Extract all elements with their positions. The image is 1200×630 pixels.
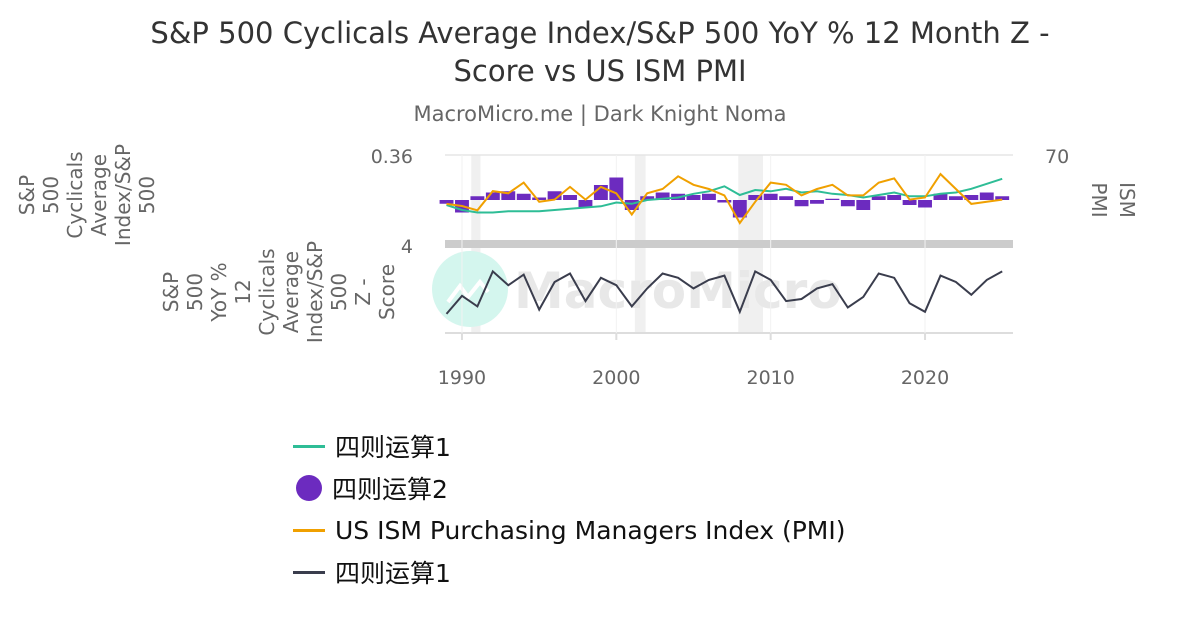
bar-series2 — [655, 192, 670, 200]
x-tick-label: 2010 — [746, 367, 794, 389]
bar-series2 — [794, 200, 809, 207]
bar-series2 — [918, 200, 932, 208]
legend: 四则运算1 四则运算2 US ISM Purchasing Managers I… — [293, 425, 845, 593]
bottom-left-axis-title-line: Score — [375, 264, 399, 320]
watermark-logo-line — [446, 278, 490, 304]
right-axis-title-line: ISM — [1115, 182, 1139, 218]
bar-series2 — [485, 192, 500, 200]
legend-line-icon — [293, 570, 325, 574]
bar-series2 — [686, 195, 701, 200]
bottom-left-axis-tick: 4 — [401, 236, 413, 258]
bottom-left-axis-title-line: Z - — [351, 278, 375, 305]
bottom-left-axis-title-line: Cyclicals — [255, 248, 279, 335]
top-left-axis-title-line: Index/S&P — [111, 144, 135, 246]
top-left-axis-tick: 0.36 — [371, 146, 413, 168]
bar-series2 — [439, 200, 454, 204]
bar-series2 — [717, 200, 732, 203]
bottom-left-axis-title-line: 500 — [183, 273, 207, 311]
x-tick-label: 2000 — [592, 367, 640, 389]
legend-label: US ISM Purchasing Managers Index (PMI) — [335, 515, 846, 545]
top-left-axis-title-line: 500 — [39, 176, 63, 214]
bar-series2 — [840, 200, 855, 207]
bar-series2 — [902, 200, 917, 205]
chart-title-line2: Score vs US ISM PMI — [453, 54, 747, 88]
right-axis-title-line: PMI — [1087, 182, 1111, 217]
bar-series2 — [516, 193, 531, 200]
legend-dot-icon — [296, 475, 322, 501]
top-right-axis-tick: 70 — [1045, 146, 1069, 168]
bar-series2 — [856, 200, 871, 210]
bar-series2 — [640, 196, 655, 200]
watermark-text: MacroMicro — [514, 262, 842, 320]
top-left-axis-title-line: Cyclicals — [63, 151, 87, 238]
legend-label: 四则运算1 — [335, 433, 451, 462]
bottom-left-axis-title-line: 12 — [231, 279, 255, 304]
bottom-left-axis-title-line: YoY % — [207, 262, 231, 322]
bottom-left-axis-title-line: 500 — [327, 273, 351, 311]
legend-line-icon — [293, 528, 325, 532]
bottom-left-axis-title-line: S&P — [159, 272, 183, 312]
legend-label: 四则运算2 — [332, 475, 448, 504]
bar-series2 — [701, 193, 716, 200]
top-left-axis-title-line: Average — [87, 154, 111, 236]
bar-series2 — [609, 177, 624, 200]
chart-subtitle: MacroMicro.me | Dark Knight Noma — [413, 102, 787, 126]
bar-series2 — [547, 191, 562, 200]
pane-separator — [445, 240, 1013, 248]
bar-series2 — [563, 195, 577, 200]
bar-series2 — [578, 200, 593, 208]
bottom-left-axis-title-line: Average — [279, 251, 303, 333]
bar-series2 — [748, 195, 763, 200]
legend-item-series2[interactable]: 四则运算2 — [293, 467, 845, 509]
legend-item-series1[interactable]: 四则运算1 — [293, 425, 845, 467]
bar-series2 — [933, 193, 948, 200]
bar-series2 — [810, 200, 824, 204]
legend-item-zscore[interactable]: 四则运算1 — [293, 551, 845, 593]
watermark-logo-icon — [432, 251, 508, 327]
top-left-axis-title-line: 500 — [135, 176, 159, 214]
top-left-axis-title-line: S&P — [15, 175, 39, 215]
line-series1 — [446, 177, 1003, 214]
bar-series2 — [470, 196, 485, 200]
x-tick-label: 2020 — [901, 367, 949, 389]
bar-series2 — [995, 196, 1010, 200]
bar-series2 — [763, 193, 778, 200]
legend-item-pmi[interactable]: US ISM Purchasing Managers Index (PMI) — [293, 509, 845, 551]
bar-series2 — [948, 196, 963, 200]
bar-series2 — [979, 192, 994, 200]
bar-series2 — [532, 197, 547, 200]
line-zscore — [445, 269, 1003, 315]
bottom-left-axis-title-line: Index/S&P — [303, 241, 327, 343]
bar-series2 — [964, 195, 979, 200]
bar-series2 — [501, 191, 516, 200]
bar-series2 — [825, 198, 840, 200]
bar-series2 — [732, 200, 747, 218]
bar-series2 — [887, 195, 902, 200]
legend-line-icon — [293, 444, 325, 448]
legend-label: 四则运算1 — [335, 559, 451, 588]
x-tick-label: 1990 — [438, 367, 486, 389]
line-pmi — [446, 172, 1003, 225]
bar-series2 — [779, 196, 794, 200]
bar-series2 — [624, 200, 639, 210]
chart-title-line1: S&P 500 Cyclicals Average Index/S&P 500 … — [150, 16, 1050, 50]
watermark: MacroMicro — [432, 251, 842, 327]
bar-series2 — [871, 196, 886, 200]
